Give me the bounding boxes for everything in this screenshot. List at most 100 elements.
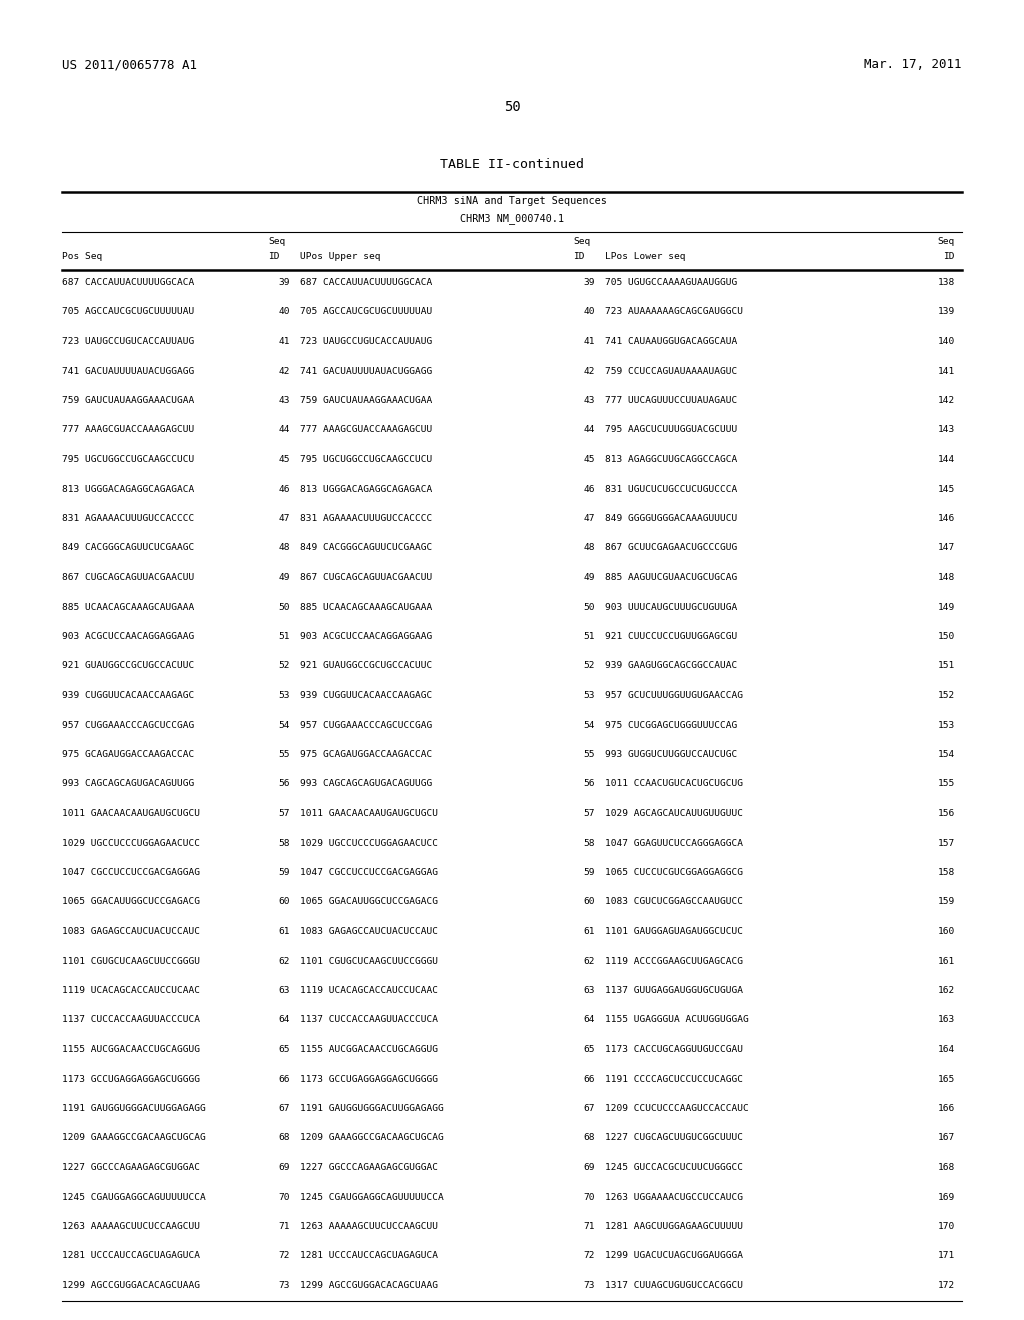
- Text: 921 CUUCCUCCUGUUGGAGCGU: 921 CUUCCUCCUGUUGGAGCGU: [605, 632, 737, 642]
- Text: 1029 AGCAGCAUCAUUGUUGUUC: 1029 AGCAGCAUCAUUGUUGUUC: [605, 809, 743, 818]
- Text: 155: 155: [938, 780, 955, 788]
- Text: 150: 150: [938, 632, 955, 642]
- Text: 147: 147: [938, 544, 955, 553]
- Text: 1191 GAUGGUGGGACUUGGAGAGG: 1191 GAUGGUGGGACUUGGAGAGG: [62, 1104, 206, 1113]
- Text: 71: 71: [584, 1222, 595, 1232]
- Text: 56: 56: [584, 780, 595, 788]
- Text: 975 CUCGGAGCUGGGUUUCCAG: 975 CUCGGAGCUGGGUUUCCAG: [605, 721, 737, 730]
- Text: 70: 70: [279, 1192, 290, 1201]
- Text: 1263 UGGAAAACUGCCUCCAUCG: 1263 UGGAAAACUGCCUCCAUCG: [605, 1192, 743, 1201]
- Text: 795 UGCUGGCCUGCAAGCCUCU: 795 UGCUGGCCUGCAAGCCUCU: [300, 455, 432, 465]
- Text: 1245 GUCCACGCUCUUCUGGGCC: 1245 GUCCACGCUCUUCUGGGCC: [605, 1163, 743, 1172]
- Text: 48: 48: [584, 544, 595, 553]
- Text: 813 AGAGGCUUGCAGGCCAGCA: 813 AGAGGCUUGCAGGCCAGCA: [605, 455, 737, 465]
- Text: 169: 169: [938, 1192, 955, 1201]
- Text: 54: 54: [584, 721, 595, 730]
- Text: 687 CACCAUUACUUUUGGCACA: 687 CACCAUUACUUUUGGCACA: [300, 279, 432, 286]
- Text: 41: 41: [584, 337, 595, 346]
- Text: 723 AUAAAAAAGCAGCGAUGGCU: 723 AUAAAAAAGCAGCGAUGGCU: [605, 308, 743, 317]
- Text: 154: 154: [938, 750, 955, 759]
- Text: 1245 CGAUGGAGGCAGUUUUUCCA: 1245 CGAUGGAGGCAGUUUUUCCA: [300, 1192, 443, 1201]
- Text: 46: 46: [584, 484, 595, 494]
- Text: 1119 UCACAGCACCAUCCUCAAC: 1119 UCACAGCACCAUCCUCAAC: [62, 986, 200, 995]
- Text: 50: 50: [504, 100, 520, 114]
- Text: 723 UAUGCCUGUCACCAUUAUG: 723 UAUGCCUGUCACCAUUAUG: [300, 337, 432, 346]
- Text: 58: 58: [279, 838, 290, 847]
- Text: 1155 AUCGGACAACCUGCAGGUG: 1155 AUCGGACAACCUGCAGGUG: [300, 1045, 438, 1053]
- Text: 939 CUGGUUCACAACCAAGAGC: 939 CUGGUUCACAACCAAGAGC: [62, 690, 195, 700]
- Text: 1155 UGAGGGUA ACUUGGUGGAG: 1155 UGAGGGUA ACUUGGUGGAG: [605, 1015, 749, 1024]
- Text: 48: 48: [279, 544, 290, 553]
- Text: 1227 GGCCCAGAAGAGCGUGGAC: 1227 GGCCCAGAAGAGCGUGGAC: [62, 1163, 200, 1172]
- Text: 144: 144: [938, 455, 955, 465]
- Text: Seq: Seq: [938, 238, 955, 246]
- Text: 45: 45: [279, 455, 290, 465]
- Text: 39: 39: [584, 279, 595, 286]
- Text: 1173 GCCUGAGGAGGAGCUGGGG: 1173 GCCUGAGGAGGAGCUGGGG: [62, 1074, 200, 1084]
- Text: 148: 148: [938, 573, 955, 582]
- Text: 67: 67: [279, 1104, 290, 1113]
- Text: 759 CCUCCAGUAUAAAAUAGUC: 759 CCUCCAGUAUAAAAUAGUC: [605, 367, 737, 375]
- Text: 1299 AGCCGUGGACACAGCUAAG: 1299 AGCCGUGGACACAGCUAAG: [300, 1280, 438, 1290]
- Text: 60: 60: [279, 898, 290, 907]
- Text: 50: 50: [584, 602, 595, 611]
- Text: 1173 GCCUGAGGAGGAGCUGGGG: 1173 GCCUGAGGAGGAGCUGGGG: [300, 1074, 438, 1084]
- Text: 1101 CGUGCUCAAGCUUCCGGGU: 1101 CGUGCUCAAGCUUCCGGGU: [300, 957, 438, 965]
- Text: 39: 39: [279, 279, 290, 286]
- Text: 1209 GAAAGGCCGACAAGCUGCAG: 1209 GAAAGGCCGACAAGCUGCAG: [300, 1134, 443, 1143]
- Text: 741 GACUAUUUUAUACUGGAGG: 741 GACUAUUUUAUACUGGAGG: [300, 367, 432, 375]
- Text: Seq: Seq: [268, 238, 286, 246]
- Text: 53: 53: [584, 690, 595, 700]
- Text: 1083 GAGAGCCAUCUACUCCAUC: 1083 GAGAGCCAUCUACUCCAUC: [62, 927, 200, 936]
- Text: 1101 CGUGCUCAAGCUUCCGGGU: 1101 CGUGCUCAAGCUUCCGGGU: [62, 957, 200, 965]
- Text: 1119 ACCCGGAAGCUUGAGCACG: 1119 ACCCGGAAGCUUGAGCACG: [605, 957, 743, 965]
- Text: 1011 GAACAACAAUGAUGCUGCU: 1011 GAACAACAAUGAUGCUGCU: [300, 809, 438, 818]
- Text: 903 UUUCAUGCUUUGCUGUUGA: 903 UUUCAUGCUUUGCUGUUGA: [605, 602, 737, 611]
- Text: 813 UGGGACAGAGGCAGAGACA: 813 UGGGACAGAGGCAGAGACA: [300, 484, 432, 494]
- Text: 49: 49: [279, 573, 290, 582]
- Text: 57: 57: [279, 809, 290, 818]
- Text: 68: 68: [279, 1134, 290, 1143]
- Text: 705 UGUGCCAAAAGUAAUGGUG: 705 UGUGCCAAAAGUAAUGGUG: [605, 279, 737, 286]
- Text: 43: 43: [279, 396, 290, 405]
- Text: 849 CACGGGCAGUUCUCGAAGC: 849 CACGGGCAGUUCUCGAAGC: [300, 544, 432, 553]
- Text: 52: 52: [584, 661, 595, 671]
- Text: 158: 158: [938, 869, 955, 876]
- Text: 72: 72: [584, 1251, 595, 1261]
- Text: 69: 69: [279, 1163, 290, 1172]
- Text: 1101 GAUGGAGUAGAUGGCUCUC: 1101 GAUGGAGUAGAUGGCUCUC: [605, 927, 743, 936]
- Text: 1065 GGACAUUGGCUCCGAGACG: 1065 GGACAUUGGCUCCGAGACG: [62, 898, 200, 907]
- Text: 138: 138: [938, 279, 955, 286]
- Text: 73: 73: [279, 1280, 290, 1290]
- Text: 885 UCAACAGCAAAGCAUGAAA: 885 UCAACAGCAAAGCAUGAAA: [300, 602, 432, 611]
- Text: 867 CUGCAGCAGUUACGAACUU: 867 CUGCAGCAGUUACGAACUU: [62, 573, 195, 582]
- Text: 759 GAUCUAUAAGGAAACUGAA: 759 GAUCUAUAAGGAAACUGAA: [62, 396, 195, 405]
- Text: 159: 159: [938, 898, 955, 907]
- Text: 157: 157: [938, 838, 955, 847]
- Text: 161: 161: [938, 957, 955, 965]
- Text: 759 GAUCUAUAAGGAAACUGAA: 759 GAUCUAUAAGGAAACUGAA: [300, 396, 432, 405]
- Text: 45: 45: [584, 455, 595, 465]
- Text: 1281 UCCCAUCCAGCUAGAGUCA: 1281 UCCCAUCCAGCUAGAGUCA: [62, 1251, 200, 1261]
- Text: 813 UGGGACAGAGGCAGAGACA: 813 UGGGACAGAGGCAGAGACA: [62, 484, 195, 494]
- Text: 705 AGCCAUCGCUGCUUUUUAU: 705 AGCCAUCGCUGCUUUUUAU: [300, 308, 432, 317]
- Text: 172: 172: [938, 1280, 955, 1290]
- Text: 957 CUGGAAACCCAGCUCCGAG: 957 CUGGAAACCCAGCUCCGAG: [62, 721, 195, 730]
- Text: 1227 CUGCAGCUUGUCGGCUUUC: 1227 CUGCAGCUUGUCGGCUUUC: [605, 1134, 743, 1143]
- Text: 1047 CGCCUCCUCCGACGAGGAG: 1047 CGCCUCCUCCGACGAGGAG: [300, 869, 438, 876]
- Text: 53: 53: [279, 690, 290, 700]
- Text: 885 UCAACAGCAAAGCAUGAAA: 885 UCAACAGCAAAGCAUGAAA: [62, 602, 195, 611]
- Text: 1011 GAACAACAAUGAUGCUGCU: 1011 GAACAACAAUGAUGCUGCU: [62, 809, 200, 818]
- Text: 149: 149: [938, 602, 955, 611]
- Text: 1137 CUCCACCAAGUUACCCUCA: 1137 CUCCACCAAGUUACCCUCA: [300, 1015, 438, 1024]
- Text: 1083 CGUCUCGGAGCCAAUGUCC: 1083 CGUCUCGGAGCCAAUGUCC: [605, 898, 743, 907]
- Text: 1281 UCCCAUCCAGCUAGAGUCA: 1281 UCCCAUCCAGCUAGAGUCA: [300, 1251, 438, 1261]
- Text: CHRM3 NM_000740.1: CHRM3 NM_000740.1: [460, 213, 564, 224]
- Text: 921 GUAUGGCCGCUGCCACUUC: 921 GUAUGGCCGCUGCCACUUC: [62, 661, 195, 671]
- Text: 61: 61: [584, 927, 595, 936]
- Text: 65: 65: [584, 1045, 595, 1053]
- Text: 849 CACGGGCAGUUCUCGAAGC: 849 CACGGGCAGUUCUCGAAGC: [62, 544, 195, 553]
- Text: 1245 CGAUGGAGGCAGUUUUUCCA: 1245 CGAUGGAGGCAGUUUUUCCA: [62, 1192, 206, 1201]
- Text: 51: 51: [279, 632, 290, 642]
- Text: 741 CAUAAUGGUGACAGGCAUA: 741 CAUAAUGGUGACAGGCAUA: [605, 337, 737, 346]
